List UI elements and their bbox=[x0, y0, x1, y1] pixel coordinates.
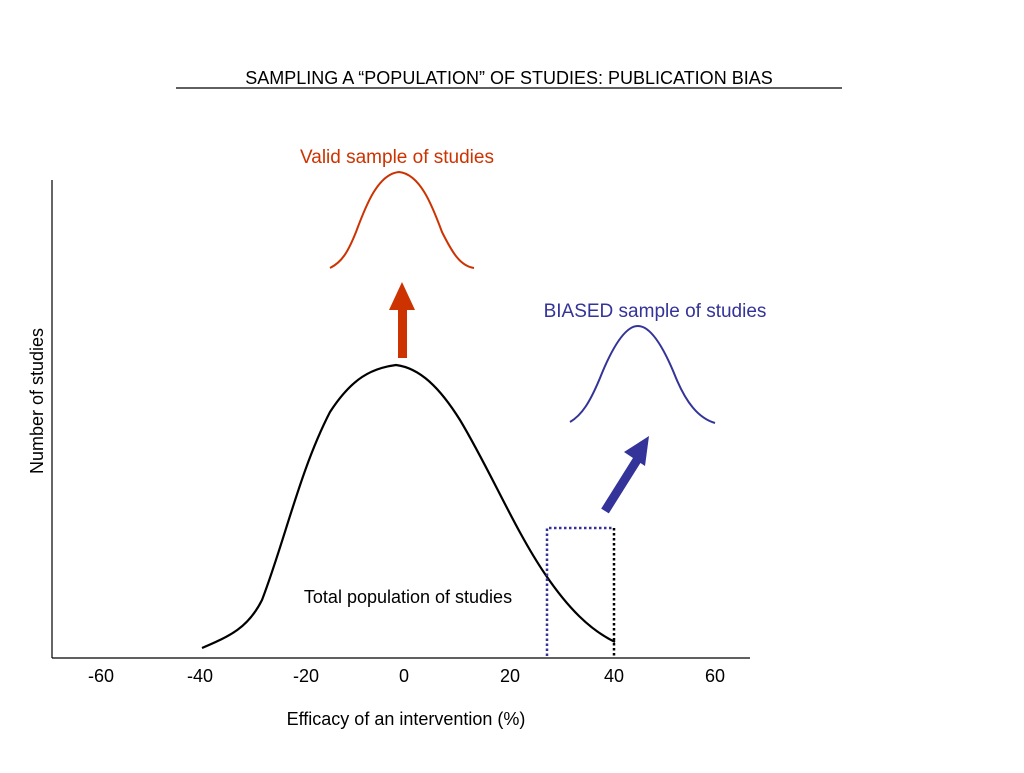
x-tick-label: 60 bbox=[705, 666, 725, 686]
x-tick-label: -40 bbox=[187, 666, 213, 686]
y-axis-label: Number of studies bbox=[27, 328, 47, 474]
valid-sample-label: Valid sample of studies bbox=[300, 147, 494, 168]
arrow-up-icon bbox=[389, 282, 415, 358]
population-label: Total population of studies bbox=[304, 587, 512, 607]
page-title: SAMPLING A “POPULATION” OF STUDIES: PUBL… bbox=[245, 68, 772, 88]
x-tick-label: -60 bbox=[88, 666, 114, 686]
x-tick-labels: -60 -40 -20 0 20 40 60 bbox=[88, 666, 725, 686]
x-axis-label: Efficacy of an intervention (%) bbox=[287, 709, 526, 729]
x-tick-label: 0 bbox=[399, 666, 409, 686]
x-tick-label: 20 bbox=[500, 666, 520, 686]
arrow-up-right-icon bbox=[601, 436, 649, 514]
valid-sample-curve bbox=[329, 170, 475, 269]
population-distribution-curve bbox=[201, 363, 616, 650]
x-tick-label: -20 bbox=[293, 666, 319, 686]
x-tick-label: 40 bbox=[604, 666, 624, 686]
biased-sample-label: BIASED sample of studies bbox=[544, 301, 767, 322]
biased-sample-curve bbox=[569, 324, 716, 424]
